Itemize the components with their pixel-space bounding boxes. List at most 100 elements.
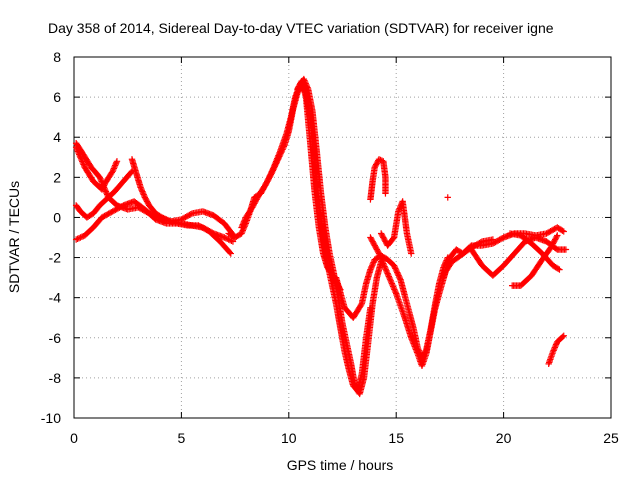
data-point [389,281,396,289]
data-point [385,271,392,279]
data-point [369,262,376,269]
y-tick-label: 2 [53,169,61,185]
data-point [375,156,383,163]
y-tick-labels: -10 -8 -6 -4 -2 0 2 4 6 8 [41,49,61,426]
data-point [377,156,384,164]
data-point [391,287,399,294]
data-point [79,158,86,165]
series-seg-c [72,168,136,221]
x-axis-label: GPS time / hours [287,457,394,473]
data-point [273,158,280,166]
axis-ticks [73,56,612,419]
x-tick-labels: 0 5 10 15 20 25 [70,430,619,446]
data-point [392,266,400,273]
series-seg-e [128,156,237,245]
data-point [556,266,563,273]
data-point [239,227,246,234]
data-point [226,249,234,256]
data-point [394,270,402,278]
data-point [240,218,248,225]
data-point [74,146,81,154]
data-point [357,301,365,309]
data-point [72,236,80,243]
series-seg-k [367,156,389,203]
data-point [274,157,281,164]
data-point [111,162,119,169]
data-point [367,304,374,311]
x-tick-label: 0 [70,430,78,446]
data-point [551,345,558,353]
data-point [227,250,235,257]
x-tick-label: 25 [603,430,619,446]
data-point [75,234,83,242]
data-point [113,159,120,166]
series-seg-l [377,198,415,257]
data-point [77,154,84,161]
data-point [77,234,84,241]
data-point [113,158,121,165]
data-point [277,150,284,157]
data-point [376,251,383,259]
data-point [163,216,170,223]
data-point [240,219,247,227]
data-point [392,265,399,272]
data-point [378,257,386,264]
data-point [387,277,394,284]
series-seg-o [506,230,563,273]
data-point [386,274,393,282]
data-point [110,165,118,172]
x-tick-label: 20 [496,430,512,446]
data-point [110,166,117,174]
data-point [408,250,415,257]
data-point [270,165,277,173]
series-seg-q [545,332,567,368]
data-point [554,232,561,239]
y-tick-label: -2 [49,250,62,266]
data-point [109,168,116,175]
data-point [222,234,229,242]
data-point [378,256,385,263]
data-point [367,266,374,273]
data-point [78,233,86,241]
data-point [381,263,388,270]
data-point [74,148,82,155]
y-tick-label: 0 [53,209,61,225]
y-tick-label: 8 [53,49,61,65]
data-point [76,152,84,160]
data-point [272,160,280,167]
data-point [226,236,234,244]
data-point [381,264,389,272]
data-point [391,286,398,293]
series-outlier [444,194,451,201]
data-point [272,161,279,169]
data-point [552,341,560,348]
data-point [79,159,87,167]
series-seg-d [72,144,121,193]
data-point [276,151,284,159]
data-point [80,161,87,168]
data-point [275,154,282,162]
data-point [393,267,400,275]
data-point [238,224,245,231]
data-point [111,163,118,171]
data-point [391,263,398,271]
data-point [269,168,276,176]
data-point [384,270,391,277]
data-point [379,258,386,266]
data-point [553,233,560,241]
y-tick-label: -4 [49,290,62,306]
data-point [395,272,402,279]
y-tick-label: -8 [49,370,62,386]
data-point [380,260,387,267]
data-point [270,164,278,171]
data-point [139,189,147,197]
data-point [238,230,245,237]
data-point [139,188,146,195]
data-point [73,145,80,152]
data-point [388,278,395,286]
data-point [228,237,235,245]
data-point [383,268,391,276]
data-point [552,342,559,350]
data-point [390,284,397,292]
plot-frame [73,56,612,419]
